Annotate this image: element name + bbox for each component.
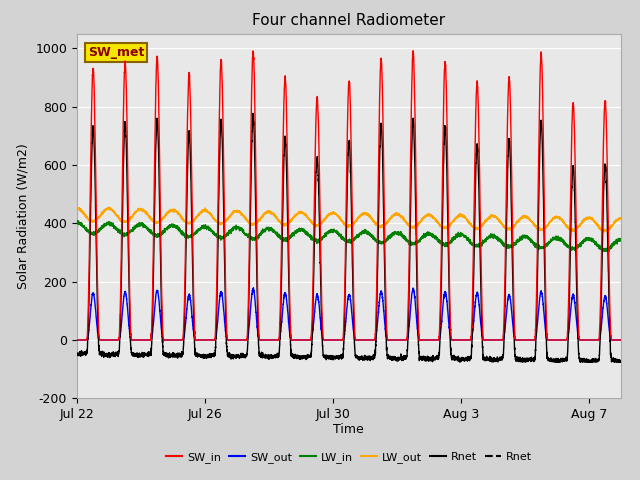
- X-axis label: Time: Time: [333, 422, 364, 435]
- Legend: SW_in, SW_out, LW_in, LW_out, Rnet, Rnet: SW_in, SW_out, LW_in, LW_out, Rnet, Rnet: [161, 448, 536, 468]
- Title: Four channel Radiometer: Four channel Radiometer: [252, 13, 445, 28]
- Text: SW_met: SW_met: [88, 47, 144, 60]
- Y-axis label: Solar Radiation (W/m2): Solar Radiation (W/m2): [17, 143, 29, 289]
